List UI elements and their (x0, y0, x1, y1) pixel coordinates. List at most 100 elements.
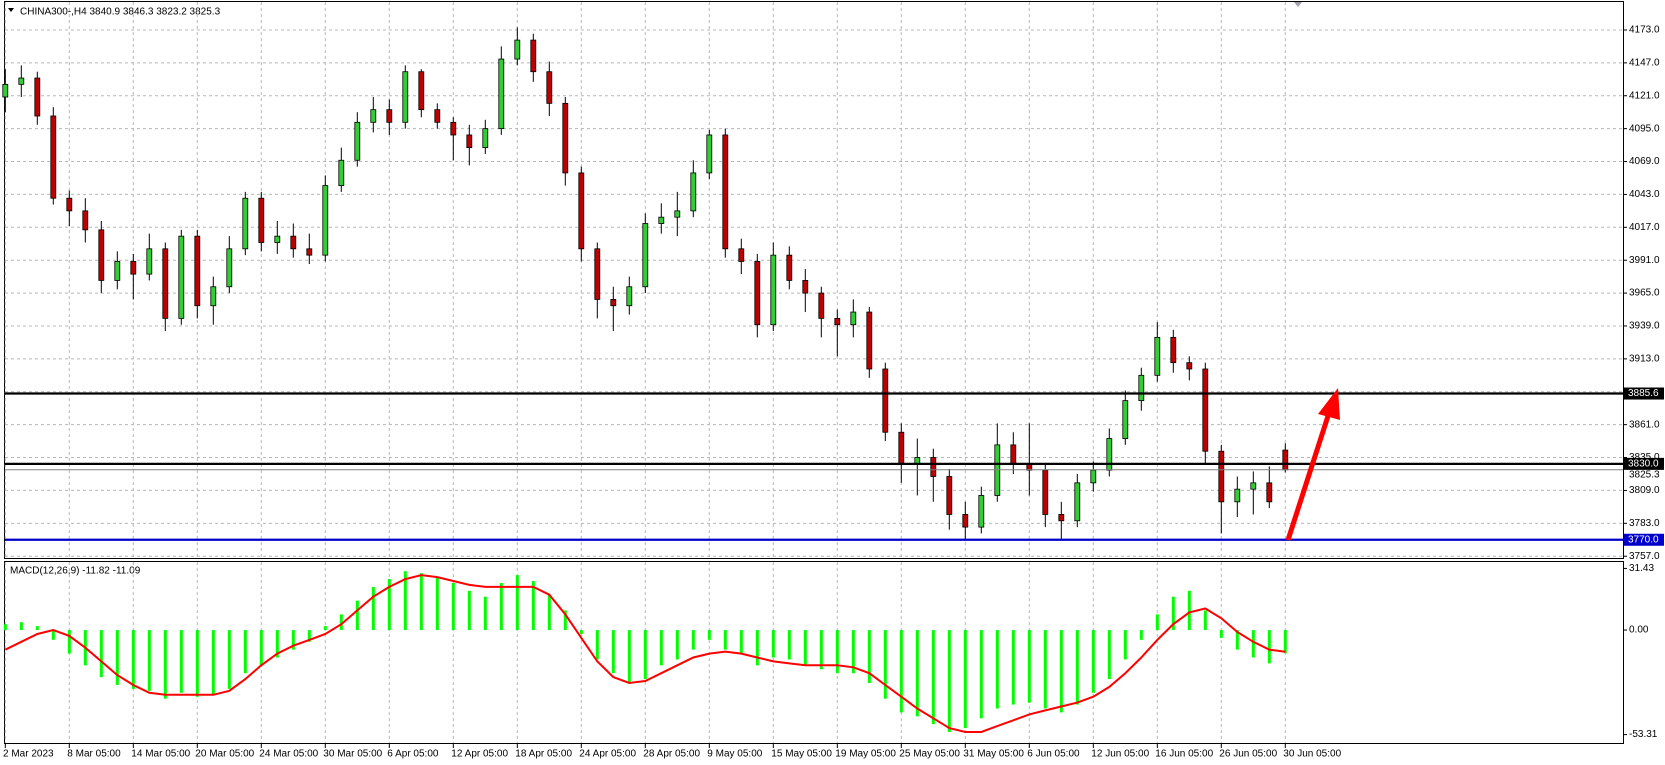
macd-bar (419, 573, 423, 631)
macd-bar (163, 630, 167, 699)
candle-body (258, 197, 265, 243)
y-tick-label: 3913.0 (1629, 354, 1660, 365)
candle-body (882, 368, 889, 433)
macd-bar (787, 630, 791, 660)
candle-body (82, 210, 89, 231)
y-tick-label: 3783.0 (1629, 518, 1660, 529)
candle-body (802, 280, 809, 294)
candle-body (306, 248, 313, 256)
candle-body (2, 83, 9, 98)
macd-bar (1155, 614, 1159, 631)
candle-body (1154, 336, 1161, 376)
candle-body (354, 121, 361, 161)
macd-bar (35, 626, 39, 631)
candle-body (418, 71, 425, 111)
macd-bar (931, 630, 935, 725)
chart-header: CHINA300-,H4 3840.9 3846.3 3823.2 3825.3 (20, 7, 221, 18)
candle-body (34, 77, 41, 117)
candle-body (578, 172, 585, 250)
y-tick-label: 3991.0 (1629, 255, 1660, 266)
candle-body (690, 172, 697, 212)
candle-body (866, 311, 873, 370)
candle-body (1058, 514, 1065, 522)
macd-bar (1011, 630, 1015, 705)
macd-bar (1171, 596, 1175, 631)
candle-body (1090, 469, 1097, 484)
candle-body (562, 102, 569, 174)
macd-bar (99, 630, 103, 678)
candle-body (1074, 482, 1081, 522)
macd-bar (723, 630, 727, 650)
macd-bar (835, 630, 839, 674)
macd-header: MACD(12,26,9) -11.82 -11.09 (10, 566, 141, 577)
macd-bar (227, 630, 231, 689)
candle-body (146, 248, 153, 275)
x-tick-label: 14 Mar 05:00 (131, 749, 190, 760)
candle-body (850, 311, 857, 326)
macd-bar (195, 630, 199, 697)
candle-body (1170, 336, 1177, 364)
macd-bar (275, 630, 279, 658)
candle-body (194, 235, 201, 307)
y-tick-label: 31.43 (1629, 563, 1654, 574)
macd-bar (1139, 630, 1143, 640)
macd-bar (1267, 630, 1271, 664)
candle-body (1186, 362, 1193, 370)
candle-body (274, 235, 281, 243)
macd-bar (1251, 630, 1255, 658)
y-tick-label: 3861.0 (1629, 419, 1660, 430)
macd-bar (739, 630, 743, 654)
bid-label-bg (1624, 468, 1664, 480)
macd-bar (3, 624, 7, 631)
candle-body (722, 134, 729, 250)
x-tick-label: 31 May 05:00 (963, 749, 1024, 760)
x-tick-label: 18 Apr 05:00 (515, 749, 572, 760)
candle-body (450, 121, 457, 136)
macd-bar (643, 630, 647, 680)
candle-body (642, 223, 649, 288)
macd-bar (659, 630, 663, 666)
candle-body (466, 134, 473, 149)
x-tick-label: 30 Mar 05:00 (323, 749, 382, 760)
x-tick-label: 6 Jun 05:00 (1027, 749, 1080, 760)
candle-body (594, 248, 601, 300)
candle-body (322, 185, 329, 256)
candle-body (946, 476, 953, 515)
y-tick-label: 3809.0 (1629, 485, 1660, 496)
candle-body (1042, 469, 1049, 515)
macd-bar (403, 571, 407, 631)
y-tick-label: 4069.0 (1629, 156, 1660, 167)
macd-bar (179, 630, 183, 693)
candle-body (98, 229, 105, 281)
candle-body (738, 248, 745, 262)
macd-bar (1075, 630, 1079, 705)
level-label: 3770.0 (1628, 534, 1659, 545)
level-label-bg (1624, 387, 1664, 400)
level-label: 3885.6 (1628, 388, 1659, 399)
x-tick-label: 25 May 05:00 (899, 749, 960, 760)
candle-body (786, 254, 793, 281)
annotation-arrow (1285, 388, 1340, 541)
macd-bar (435, 577, 439, 631)
macd-bar (691, 630, 695, 650)
candle-body (1106, 438, 1113, 471)
menu-arrow[interactable] (8, 8, 14, 12)
macd-bar (371, 586, 375, 631)
macd-bar (707, 630, 711, 640)
macd-bar (995, 630, 999, 709)
candle-body (1234, 488, 1241, 503)
candle-body (978, 495, 985, 528)
macd-bar (259, 630, 263, 666)
x-tick-label: 2 Mar 2023 (3, 749, 54, 760)
candle-body (1218, 450, 1225, 503)
macd-bar (19, 622, 23, 631)
arrow-head (1318, 388, 1340, 420)
macd-bar (387, 579, 391, 631)
candle-body (1250, 482, 1257, 490)
x-tick-label: 12 Jun 05:00 (1091, 749, 1149, 760)
y-tick-label: 4043.0 (1629, 189, 1660, 200)
candle-body (50, 115, 57, 199)
